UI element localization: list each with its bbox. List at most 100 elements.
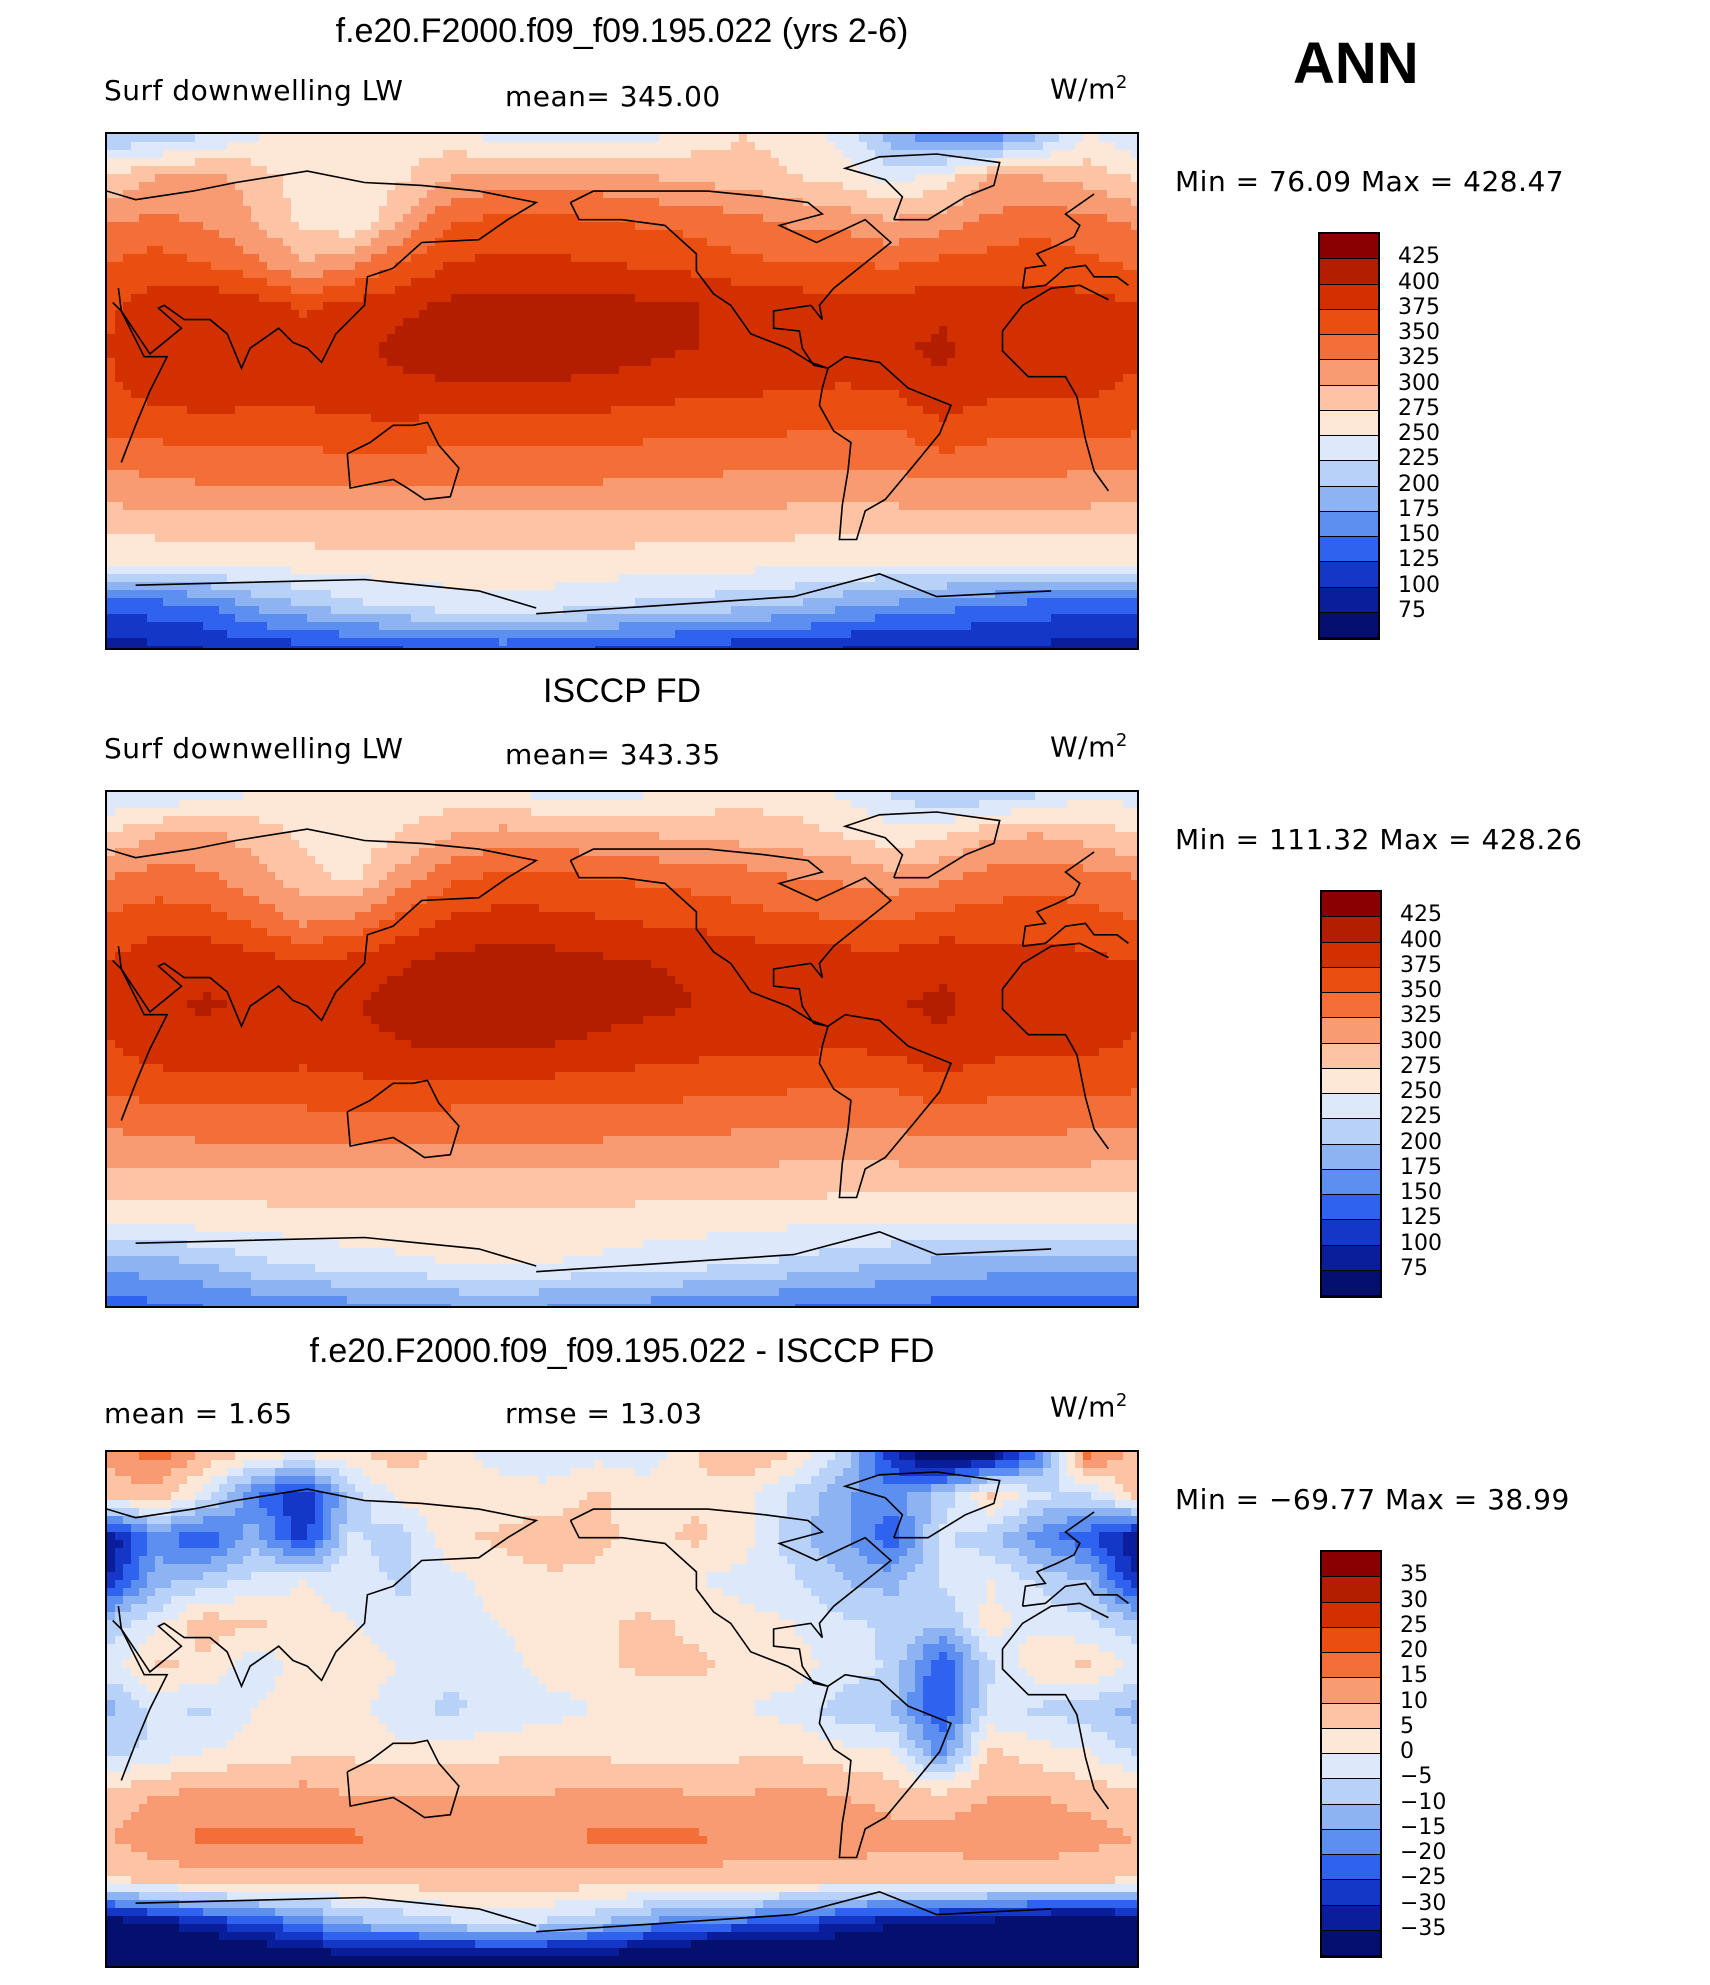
map-cell [315, 398, 324, 407]
map-cell [347, 310, 356, 319]
map-cell [467, 358, 476, 367]
map-cell [499, 198, 508, 207]
map-cell [635, 230, 644, 239]
map-cell [523, 390, 532, 399]
map-cell [275, 198, 284, 207]
map-cell [635, 246, 644, 255]
map-cell [1099, 198, 1108, 207]
map-cell [755, 182, 764, 191]
map-cell [755, 406, 764, 415]
map-cell [1027, 182, 1036, 191]
map-cell [307, 254, 316, 263]
map-cell [219, 398, 228, 407]
map-cell [819, 334, 828, 343]
map-cell [867, 190, 876, 199]
map-cell [595, 158, 604, 167]
map-cell [963, 246, 972, 255]
map-cell [851, 182, 860, 191]
map-cell [139, 406, 148, 415]
map-cell [315, 278, 324, 287]
map-cell [707, 430, 716, 439]
map-cell [643, 406, 652, 415]
map-cell [243, 174, 252, 183]
map-cell [731, 262, 740, 271]
map-cell [123, 150, 132, 159]
map-cell [371, 278, 380, 287]
map-cell [931, 310, 940, 319]
map-cell [979, 310, 988, 319]
map-cell [1019, 190, 1028, 199]
map-cell [635, 270, 644, 279]
map-cell [643, 366, 652, 375]
map-cell [627, 398, 636, 407]
map-cell [1131, 302, 1137, 311]
map-cell [1019, 206, 1028, 215]
map-cell [635, 390, 644, 399]
map-cell [507, 406, 516, 415]
map-cell [227, 238, 236, 247]
map-cell [123, 222, 132, 231]
map-cell [1075, 318, 1084, 327]
map-cell [1123, 350, 1132, 359]
map-cell [955, 382, 964, 391]
map-cell [587, 382, 596, 391]
map-cell [299, 438, 308, 447]
map-cell [491, 286, 500, 295]
map-cell [579, 406, 588, 415]
map-cell [691, 174, 700, 183]
map-cell [675, 142, 684, 151]
map-cell [939, 174, 948, 183]
map-cell [771, 350, 780, 359]
map-cell [331, 302, 340, 311]
map-cell [1107, 318, 1116, 327]
map-cell [827, 438, 836, 447]
map-cell [491, 398, 500, 407]
map-cell [611, 262, 620, 271]
map-cell [395, 390, 404, 399]
map-cell [235, 166, 244, 175]
map-cell [163, 270, 172, 279]
map-cell [339, 382, 348, 391]
map-cell [875, 318, 884, 327]
map-cell [979, 166, 988, 175]
map-cell [1131, 206, 1137, 215]
map-cell [547, 278, 556, 287]
map-cell [315, 350, 324, 359]
map-cell [331, 382, 340, 391]
map-cell [595, 142, 604, 151]
map-cell [155, 278, 164, 287]
map-cell [235, 294, 244, 303]
map-cell [179, 150, 188, 159]
map-cell [163, 182, 172, 191]
map-cell [531, 310, 540, 319]
map-cell [203, 342, 212, 351]
map-cell [339, 294, 348, 303]
map-cell [195, 422, 204, 431]
map-cell [827, 142, 836, 151]
map-cell [203, 246, 212, 255]
map-cell [1059, 294, 1068, 303]
map-cell [891, 174, 900, 183]
map-cell [675, 414, 684, 423]
map-cell [323, 366, 332, 375]
map-cell [931, 206, 940, 215]
map-cell [171, 294, 180, 303]
map-cell [459, 150, 468, 159]
map-cell [403, 382, 412, 391]
map-cell [171, 406, 180, 415]
map-cell [339, 438, 348, 447]
map-cell [571, 142, 580, 151]
map-cell [275, 254, 284, 263]
map-cell [715, 150, 724, 159]
map-cell [331, 238, 340, 247]
map-cell [1115, 278, 1124, 287]
map-cell [1107, 342, 1116, 351]
map-cell [939, 166, 948, 175]
map-cell [363, 190, 372, 199]
map-cell [851, 374, 860, 383]
map-cell [611, 134, 620, 143]
map-cell [459, 198, 468, 207]
map-cell [227, 166, 236, 175]
map-cell [115, 382, 124, 391]
map-cell [147, 262, 156, 271]
